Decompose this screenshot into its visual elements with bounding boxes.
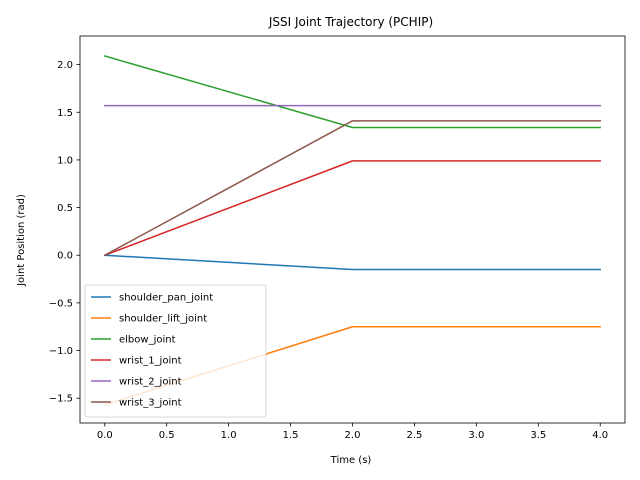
y-axis-ticks: −1.5 −1.0 −0.5 0.0 0.5 1.0 1.5 2.0: [49, 60, 80, 405]
x-tick-label: 0.0: [97, 430, 113, 441]
legend: shoulder_pan_joint shoulder_lift_jointelb…: [84, 284, 267, 418]
series-line-shoulder_pan_joint: [103, 254, 601, 271]
x-axis-ticks: 0.0 0.5 1.0 1.5 2.0 2.5 3.0 3.5 4.0: [97, 423, 608, 441]
y-tick-label: 0.0: [57, 251, 73, 262]
x-tick-label: 2.5: [406, 430, 422, 441]
legend-label: wrist_2_joint: [119, 377, 182, 388]
chart-title: JSSI Joint Trajectory (PCHIP): [268, 15, 433, 29]
x-tick-label: 1.5: [283, 430, 299, 441]
legend-label: wrist_1_joint: [119, 356, 182, 367]
x-tick-label: 1.0: [221, 430, 237, 441]
legend-box: [84, 284, 267, 418]
legend-label: shoulder_pan_joint: [119, 293, 213, 304]
y-tick-label: −0.5: [49, 298, 73, 309]
x-tick-label: 3.0: [468, 430, 484, 441]
x-tick-label: 0.5: [159, 430, 175, 441]
plot-frame: [79, 35, 626, 424]
legend-label: wrist_3_joint: [119, 398, 182, 409]
x-tick-label: 4.0: [592, 430, 608, 441]
legend-label: shoulder_lift_joint: [119, 314, 207, 325]
legend-label: elbow_joint: [119, 335, 176, 346]
y-tick-label: 1.5: [57, 108, 73, 119]
y-tick-label: 0.5: [57, 203, 73, 214]
x-tick-label: 3.5: [530, 430, 546, 441]
series-line-wrist_1_joint: [103, 160, 601, 257]
y-tick-label: −1.5: [49, 394, 73, 405]
y-tick-label: 1.0: [57, 155, 73, 166]
y-axis-title: Joint Position (rad): [16, 194, 27, 287]
series-line-elbow_joint: [103, 55, 601, 129]
x-tick-label: 2.0: [345, 430, 361, 441]
series-line-wrist_3_joint: [103, 120, 601, 257]
x-axis-title: Time (s): [330, 455, 372, 466]
y-tick-label: 2.0: [57, 60, 73, 71]
y-tick-label: −1.0: [49, 346, 73, 357]
